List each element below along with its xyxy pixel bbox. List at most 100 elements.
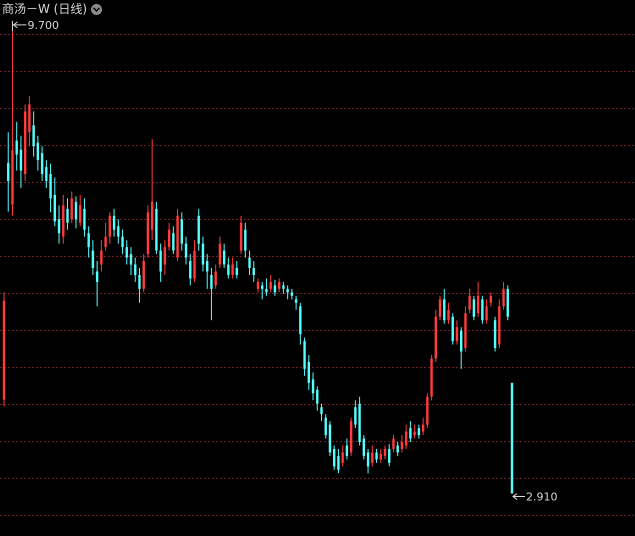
candle-body — [218, 243, 222, 265]
candle-body — [447, 309, 450, 321]
candle-body — [150, 201, 154, 230]
candle-body — [481, 299, 484, 321]
candle — [303, 337, 306, 376]
chart-header: 商汤－W (日线) — [2, 0, 103, 18]
candle-body — [142, 261, 145, 289]
candle — [184, 236, 188, 265]
candle-body — [104, 236, 107, 248]
candle — [45, 160, 48, 188]
candle — [404, 424, 408, 449]
candle-body — [349, 421, 353, 453]
candle — [239, 215, 243, 255]
candle — [66, 198, 69, 230]
candle — [409, 421, 412, 443]
candle — [421, 417, 425, 436]
candle — [172, 226, 175, 255]
candle-body — [15, 140, 18, 155]
candle-body — [341, 452, 344, 463]
candle-body — [172, 233, 175, 251]
candle-body — [434, 316, 437, 359]
candle-body — [404, 431, 408, 446]
candle-body — [180, 219, 183, 244]
candle-body — [489, 295, 493, 303]
candle — [83, 198, 86, 237]
candle-body — [286, 288, 289, 293]
candle-body — [256, 281, 260, 289]
candle-body — [167, 229, 171, 248]
candle-body — [392, 438, 395, 449]
candle — [277, 278, 281, 293]
candle-body — [112, 215, 116, 230]
candle-body — [379, 453, 382, 460]
candle — [155, 201, 158, 255]
candle-body — [121, 236, 124, 248]
candle-body — [11, 150, 14, 205]
candle-body — [74, 201, 78, 220]
candle — [468, 288, 471, 314]
candle — [256, 278, 260, 293]
candle — [506, 285, 509, 321]
candle-body — [468, 295, 471, 310]
candle — [333, 445, 336, 470]
candle — [337, 448, 340, 474]
candle — [362, 435, 366, 460]
candle — [28, 96, 31, 147]
candle — [129, 247, 133, 275]
candle — [426, 393, 429, 429]
candle — [70, 191, 73, 223]
max-price-label: 9.700 — [27, 19, 59, 32]
candle — [100, 240, 103, 272]
candle-body — [455, 327, 459, 342]
candle — [443, 288, 446, 324]
candle-body — [146, 212, 150, 255]
candle-body — [358, 403, 361, 443]
candle — [91, 240, 95, 275]
candle — [222, 243, 226, 268]
candle — [294, 295, 298, 310]
grid-lines — [0, 34, 635, 516]
candle-body — [510, 382, 514, 494]
candle — [375, 448, 378, 463]
candle — [447, 302, 450, 324]
candle-body — [7, 162, 10, 181]
candle-body — [214, 271, 217, 286]
candle — [163, 240, 167, 275]
candle — [7, 132, 10, 212]
chevron-down-icon[interactable] — [91, 3, 103, 15]
candle — [413, 424, 416, 439]
candle — [134, 257, 137, 282]
candle — [299, 302, 302, 345]
candle-body — [163, 247, 167, 265]
candle — [57, 205, 61, 244]
candle-body — [197, 215, 200, 244]
candle — [150, 139, 154, 241]
candle — [53, 177, 56, 227]
candle — [19, 135, 23, 188]
candle-body — [400, 442, 404, 449]
candle — [324, 414, 327, 439]
candle-body — [235, 268, 239, 275]
candle-body — [426, 396, 429, 425]
candle — [2, 292, 6, 407]
candle — [214, 264, 217, 289]
candle-body — [476, 295, 480, 314]
candle-body — [40, 153, 44, 175]
candle-body — [299, 306, 302, 335]
candle-body — [227, 264, 230, 275]
candle-body — [502, 288, 505, 307]
candle — [210, 268, 213, 321]
candle-body — [311, 379, 315, 394]
candle — [498, 299, 501, 349]
candle — [383, 445, 387, 460]
candle — [121, 229, 124, 255]
candle — [32, 111, 35, 157]
candle-body — [62, 205, 65, 237]
candle-body — [244, 229, 247, 251]
candle — [282, 281, 285, 294]
max-arrow-icon — [12, 21, 27, 29]
candle — [104, 222, 107, 251]
candle — [62, 194, 65, 244]
candle-body — [366, 452, 370, 467]
candle-body — [261, 285, 264, 289]
